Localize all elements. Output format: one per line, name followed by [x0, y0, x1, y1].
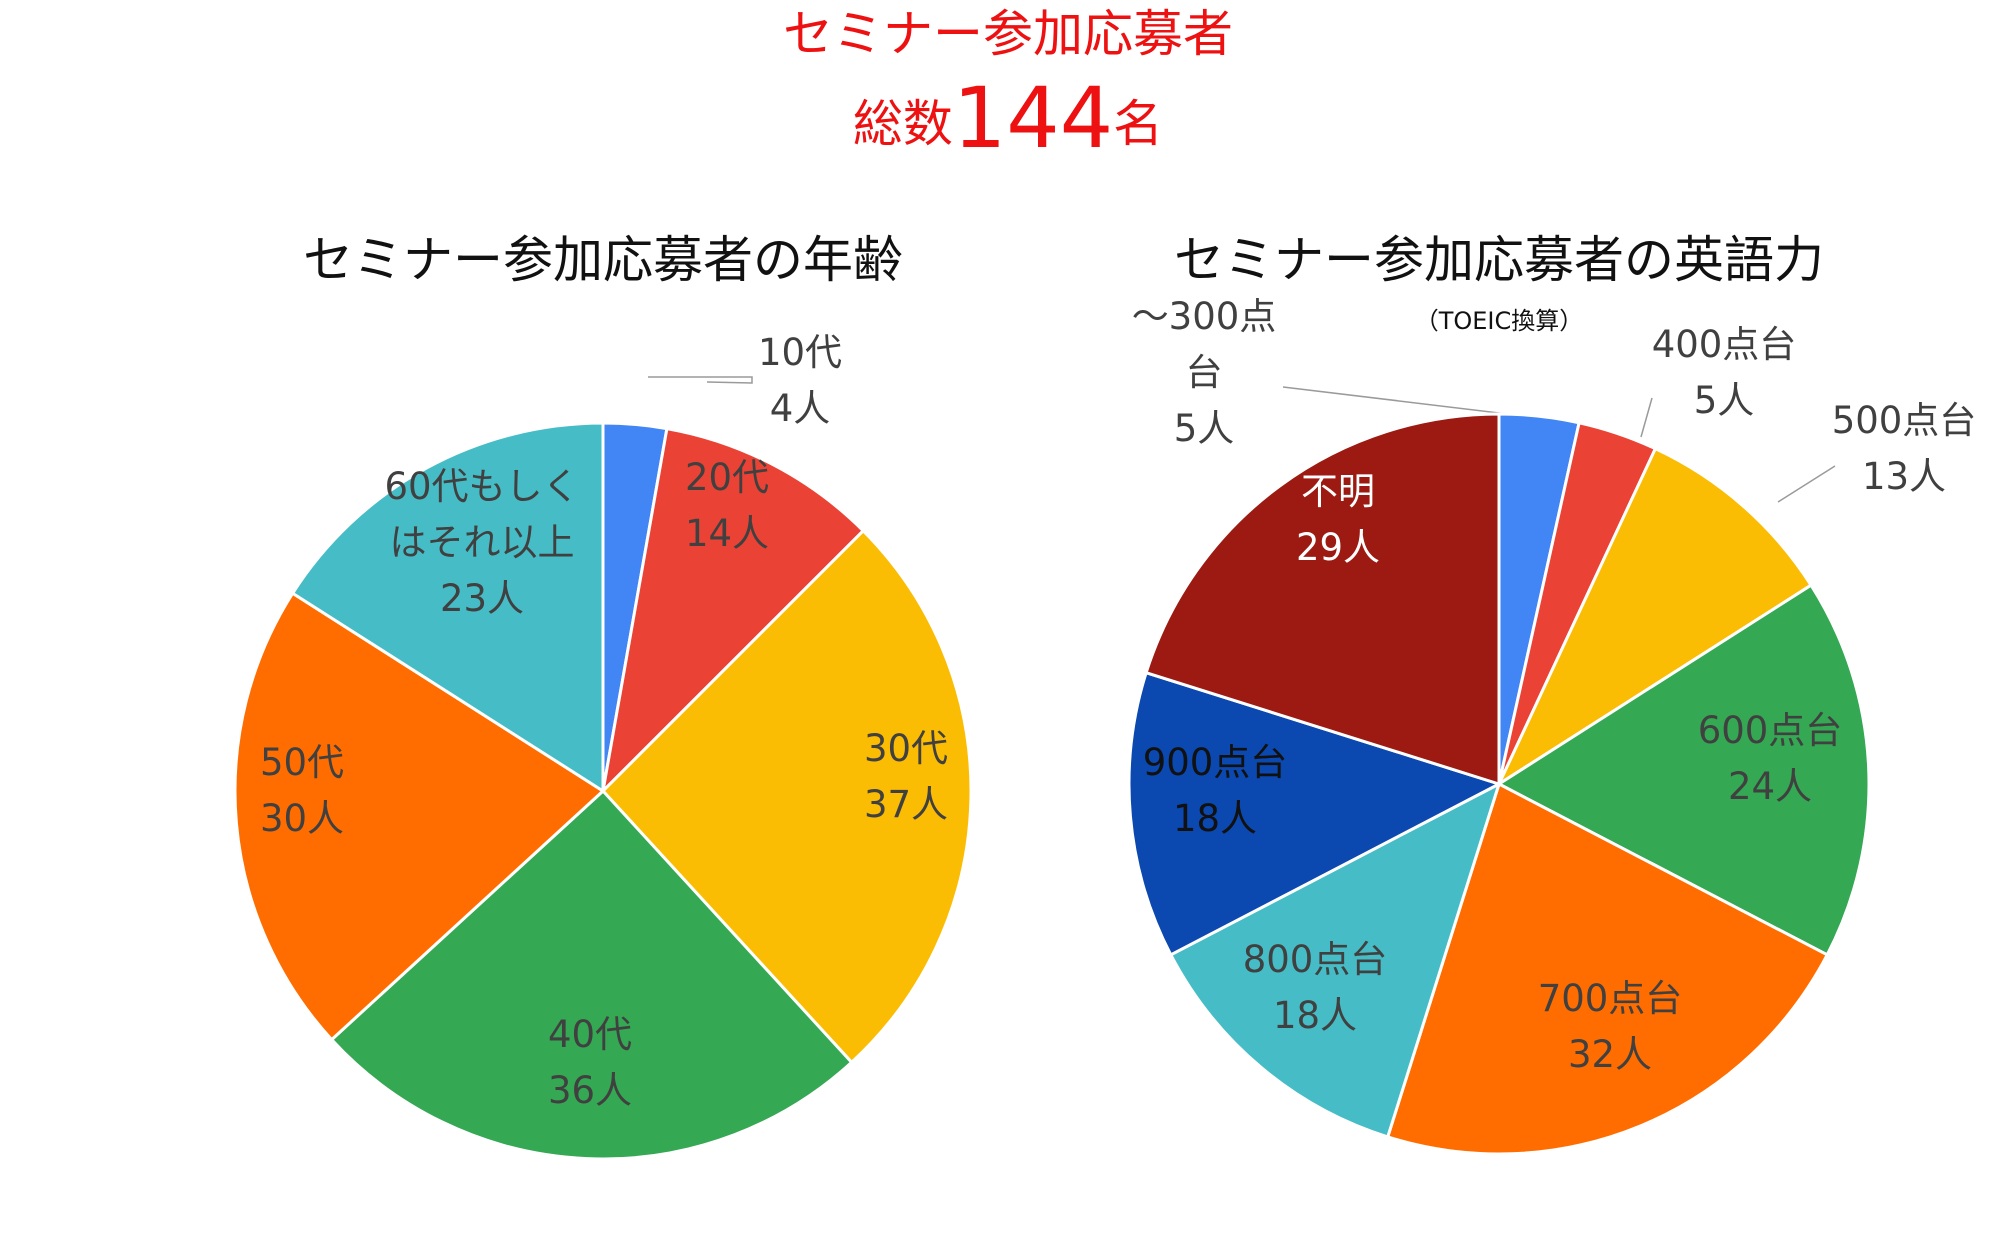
age-slice-label-2-line-0: 30代 [864, 727, 948, 770]
age-leader-lines [648, 376, 753, 384]
english-slice-2 [1497, 447, 1813, 786]
english-slice-label-0: ～300点台 5人 [1132, 295, 1277, 450]
english-leader-line-1 [1640, 397, 1653, 438]
age-leader-line-0 [648, 376, 753, 384]
english-slice-label-1: 400点台 5人 [1652, 323, 1797, 422]
english-slice-label-4: 700点台 32人 [1538, 977, 1683, 1076]
english-slice-label-0-line-2: 5人 [1174, 407, 1235, 450]
age-slice-label-3-line-1: 36人 [548, 1069, 632, 1112]
age-slice-label-4-line-1: 30人 [260, 797, 344, 840]
age-slice-label-1-line-1: 14人 [685, 512, 769, 555]
english-slice-label-4-line-1: 32人 [1568, 1033, 1652, 1076]
age-slice-label-4-line-0: 50代 [260, 741, 344, 784]
english-slice-3 [1497, 583, 1871, 957]
english-slice-label-6: 900点台 18人 [1143, 741, 1288, 840]
english-slice-label-1-line-0: 400点台 [1652, 323, 1797, 366]
english-slice-label-5-line-0: 800点台 [1243, 938, 1388, 981]
english-slice-label-2-line-0: 500点台 [1832, 399, 1977, 442]
english-chart-title: セミナー参加応募者の英語力 [1174, 231, 1824, 289]
age-slice-label-5-line-2: 23人 [440, 577, 524, 620]
age-slice-label-3: 40代 36人 [548, 1013, 632, 1112]
headline-title: セミナー参加応募者 [783, 5, 1233, 63]
age-slice-5 [291, 421, 605, 793]
english-slice-label-0-line-1: 台 [1186, 351, 1223, 394]
age-slice-label-2: 30代 37人 [864, 727, 948, 826]
english-slice-6 [1127, 671, 1501, 957]
english-slice-label-4-line-0: 700点台 [1538, 977, 1683, 1020]
english-slice-label-5: 800点台 18人 [1243, 938, 1388, 1037]
headline: セミナー参加応募者 総数144名 [0, 4, 2016, 169]
english-leader-line-2 [1777, 465, 1836, 503]
english-labels: ～300点台 5人 400点台 5人 500点台 13人 600点台 24人 700点台 32人 8… [1132, 295, 1977, 1076]
age-slice-2 [601, 529, 973, 1064]
age-slices [233, 421, 973, 1161]
english-slice-label-6-line-0: 900点台 [1143, 741, 1288, 784]
age-slice-label-0-line-0: 10代 [758, 331, 842, 374]
english-slice-label-3-line-1: 24人 [1728, 765, 1812, 808]
english-slice-label-3-line-0: 600点台 [1698, 709, 1843, 752]
age-slice-label-5-line-1: はそれ以上 [390, 521, 575, 564]
headline-total-suffix: 名 [1113, 95, 1164, 153]
age-slice-label-0: 10代 4人 [758, 331, 842, 430]
age-slice-label-5: 60代もしくはそれ以上 23人 [384, 465, 579, 620]
english-slice-label-2: 500点台 13人 [1832, 399, 1977, 498]
english-slice-label-3: 600点台 24人 [1698, 709, 1843, 808]
age-slice-label-3-line-0: 40代 [548, 1013, 632, 1056]
age-slice-1 [601, 427, 865, 793]
english-slice-label-7: 不明 29人 [1296, 470, 1380, 569]
english-slice-5 [1169, 782, 1501, 1139]
age-slice-label-4: 50代 30人 [260, 741, 344, 840]
age-slice-label-2-line-1: 37人 [864, 783, 948, 826]
english-slice-label-0-line-0: ～300点 [1132, 295, 1277, 338]
age-slice-label-0-line-1: 4人 [770, 387, 831, 430]
headline-total-prefix: 総数 [852, 95, 953, 153]
english-slice-7 [1144, 412, 1501, 786]
english-slice-label-5-line-1: 18人 [1273, 994, 1357, 1037]
age-slice-label-5-line-0: 60代もしく [384, 465, 579, 508]
headline-total: 総数144名 [0, 68, 2016, 169]
english-slice-label-2-line-1: 13人 [1862, 455, 1946, 498]
english-pie-chart: セミナー参加応募者の英語力 （TOEIC換算） ～300点台 5人 400点台 5人 5… [1127, 231, 1977, 1156]
age-slice-3 [330, 789, 854, 1161]
english-slice-label-7-line-1: 29人 [1296, 526, 1380, 569]
english-slice-label-1-line-1: 5人 [1694, 379, 1755, 422]
english-slice-label-6-line-1: 18人 [1173, 797, 1257, 840]
headline-total-value: 144 [952, 69, 1114, 167]
english-slice-4 [1386, 782, 1829, 1156]
english-chart-subtitle: （TOEIC換算） [1415, 307, 1584, 335]
english-slice-label-7-line-0: 不明 [1301, 470, 1375, 513]
age-chart-title: セミナー参加応募者の年齢 [303, 231, 903, 289]
english-slices [1127, 412, 1871, 1156]
age-slice-label-1-line-0: 20代 [685, 456, 769, 499]
age-slice-4 [233, 591, 605, 1042]
age-slice-label-1: 20代 14人 [685, 456, 769, 555]
